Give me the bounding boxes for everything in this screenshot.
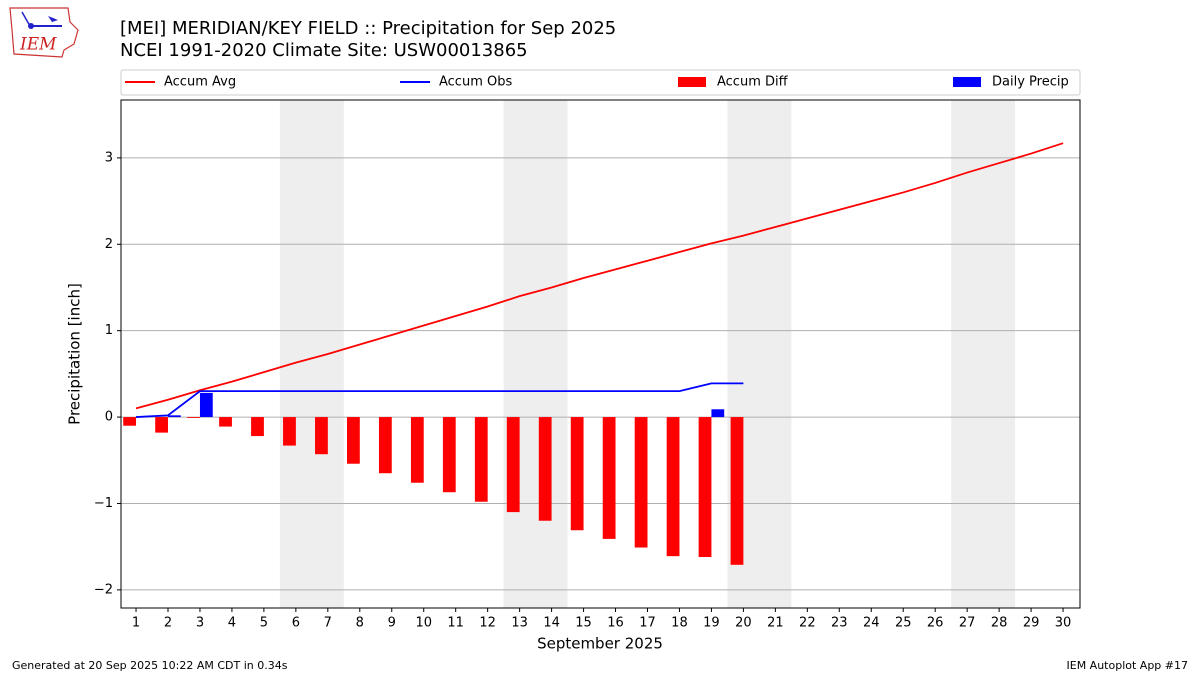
x-tick-label: 7 (324, 616, 332, 631)
x-tick-label: 20 (735, 616, 752, 631)
x-tick-label: 21 (767, 616, 784, 631)
x-axis-label: September 2025 (537, 635, 663, 653)
logo-icon (21, 11, 31, 27)
legend-label: Accum Diff (717, 75, 789, 90)
x-tick-label: 9 (388, 616, 396, 631)
bar (167, 415, 181, 418)
x-tick-label: 18 (671, 616, 688, 631)
bar (378, 417, 392, 474)
plot-frame (120, 99, 1081, 609)
y-tick-label: 0 (105, 410, 113, 425)
legend-label: Accum Obs (439, 75, 512, 90)
weekend-shade (503, 100, 568, 608)
bar (666, 417, 680, 557)
bar (410, 417, 424, 483)
bar (570, 417, 584, 531)
x-tick-label: 14 (543, 616, 560, 631)
y-tick-label: −1 (94, 496, 113, 511)
x-tick-label: 19 (703, 616, 720, 631)
bar (199, 392, 213, 418)
bar (123, 417, 137, 426)
x-tick-label: 15 (575, 616, 592, 631)
x-tick-label: 16 (607, 616, 624, 631)
bar (474, 417, 488, 502)
x-tick-label: 25 (895, 616, 912, 631)
x-tick-label: 27 (959, 616, 976, 631)
x-tick-label: 29 (1023, 616, 1040, 631)
y-tick-label: 2 (105, 237, 113, 252)
bar (155, 417, 168, 433)
bar (730, 417, 744, 565)
x-tick-label: 28 (991, 616, 1008, 631)
x-tick-label: 8 (356, 616, 364, 631)
logo-icon (48, 16, 58, 22)
x-tick-label: 1 (132, 616, 140, 631)
y-tick-label: 1 (105, 323, 113, 338)
bar (347, 417, 360, 464)
line (135, 142, 1064, 410)
bar (506, 417, 520, 513)
x-tick-label: 10 (415, 616, 432, 631)
legend-label: Accum Avg (164, 75, 236, 90)
bar (711, 409, 725, 418)
logo-text: IEM (19, 35, 57, 55)
bar (219, 417, 232, 427)
y-axis-label: Precipitation [inch] (66, 283, 84, 425)
weekend-shade (951, 100, 1016, 608)
x-tick-label: 24 (863, 616, 880, 631)
legend-swatch (678, 77, 706, 87)
bar (634, 417, 648, 548)
x-tick-label: 30 (1055, 616, 1072, 631)
legend-label: Daily Precip (992, 75, 1069, 90)
x-tick-label: 12 (479, 616, 496, 631)
bar (283, 417, 296, 446)
bar (251, 417, 264, 437)
x-tick-label: 6 (292, 616, 300, 631)
footer-left: Generated at 20 Sep 2025 10:22 AM CDT in… (12, 659, 288, 672)
x-tick-label: 2 (164, 616, 172, 631)
x-tick-label: 17 (639, 616, 656, 631)
plot-area (121, 100, 1080, 608)
chart-subtitle: NCEI 1991-2020 Climate Site: USW00013865 (120, 40, 528, 61)
legend-box (120, 69, 1081, 96)
logo: IEM (9, 7, 79, 58)
bar (315, 417, 328, 455)
x-tick-label: 4 (228, 616, 236, 631)
bar (602, 417, 616, 539)
y-tick-label: 3 (105, 150, 113, 165)
x-tick-label: 5 (260, 616, 268, 631)
bar (187, 417, 200, 418)
bar (698, 417, 712, 558)
chart-title: [MEI] MERIDIAN/KEY FIELD :: Precipitatio… (120, 18, 616, 39)
x-tick-label: 22 (799, 616, 816, 631)
line (135, 382, 744, 418)
x-tick-label: 11 (447, 616, 464, 631)
legend-swatch (953, 77, 981, 87)
x-tick-label: 26 (927, 616, 944, 631)
logo-icon (28, 23, 34, 29)
x-tick-label: 23 (831, 616, 848, 631)
x-tick-label: 3 (196, 616, 204, 631)
footer-right: IEM Autoplot App #17 (1067, 659, 1189, 672)
bar (538, 417, 552, 521)
bar (442, 417, 456, 493)
weekend-shade (279, 100, 344, 608)
y-tick-label: −2 (94, 582, 113, 597)
x-tick-label: 13 (511, 616, 528, 631)
